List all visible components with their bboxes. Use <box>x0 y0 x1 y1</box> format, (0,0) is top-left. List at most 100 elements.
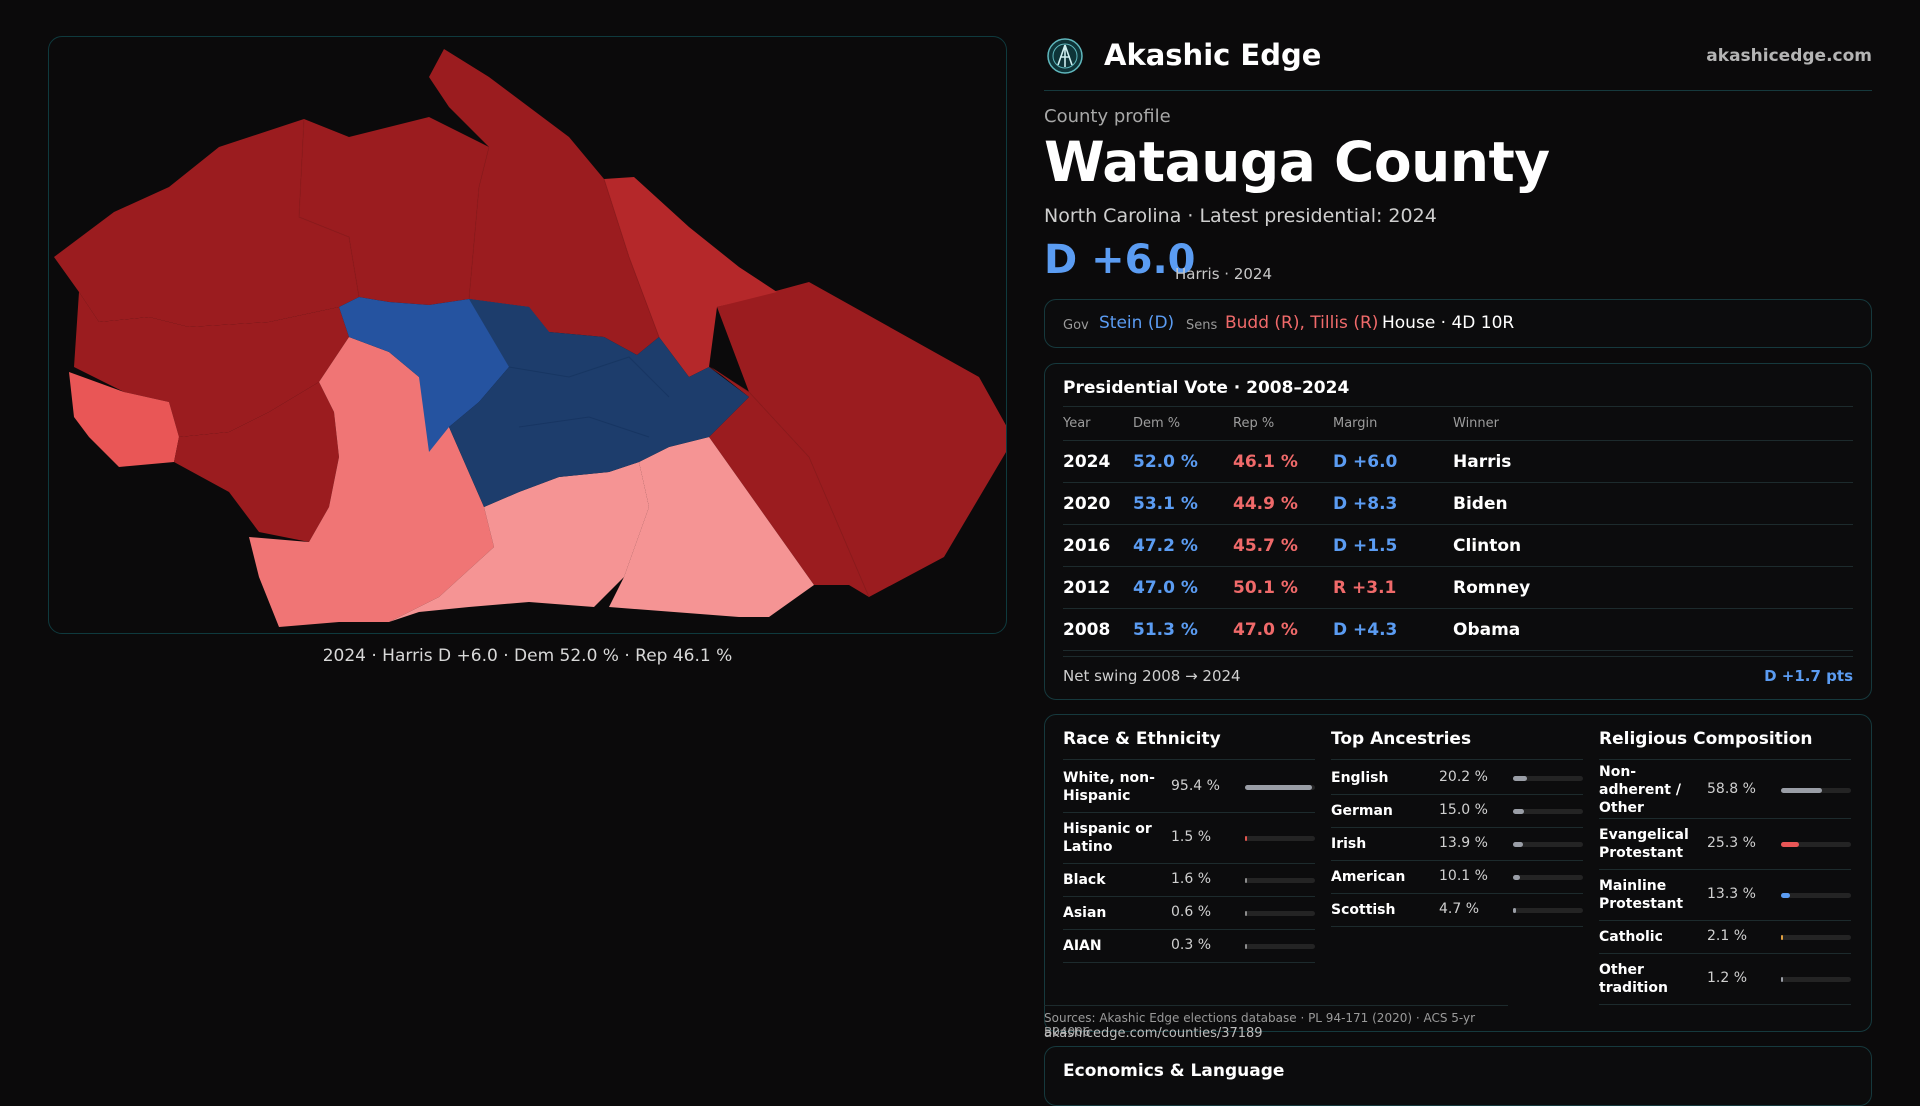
list-item-percent: 95.4 % <box>1171 778 1220 794</box>
list-item-percent: 0.3 % <box>1171 937 1212 953</box>
row-rep: 46.1 % <box>1233 440 1333 483</box>
list-item-bar-track <box>1245 785 1315 790</box>
list-item-bar-fill <box>1781 842 1799 847</box>
col-header-year: Year <box>1063 406 1133 441</box>
list-item: Irish 13.9 % <box>1331 828 1583 861</box>
sens-value: Budd (R), Tillis (R) <box>1225 313 1379 333</box>
demographics-card: Race & Ethnicity White, non-Hispanic 95.4… <box>1044 714 1872 1032</box>
economics-title: Economics & Language <box>1063 1061 1285 1081</box>
list-item-name: Catholic <box>1599 929 1663 945</box>
map-precinct[interactable] <box>74 292 349 437</box>
list-item: American 10.1 % <box>1331 861 1583 894</box>
map-precinct[interactable] <box>449 299 749 507</box>
list-item-percent: 1.5 % <box>1171 829 1212 845</box>
list-item-name: AIAN <box>1063 938 1102 954</box>
map-precinct[interactable] <box>174 382 339 542</box>
row-dem: 47.2 % <box>1133 524 1233 567</box>
table-row: 2008 51.3 % 47.0 % D +4.3 Obama <box>1063 608 1853 651</box>
list-item: Other tradition 1.2 % <box>1599 954 1851 1005</box>
row-margin: D +1.5 <box>1333 524 1453 567</box>
row-margin: D +4.3 <box>1333 608 1453 651</box>
list-item-bar-fill <box>1781 977 1783 982</box>
list-item-name: Mainline Protestant <box>1599 878 1684 912</box>
map-caption: 2024 · Harris D +6.0 · Dem 52.0 % · Rep … <box>322 646 733 666</box>
list-item-bar-fill <box>1245 785 1312 790</box>
map-precinct[interactable] <box>69 372 179 467</box>
map-precinct[interactable] <box>717 282 1007 597</box>
precinct-map-svg[interactable] <box>49 37 1007 634</box>
latest-margin-note: Harris · 2024 <box>1175 265 1273 283</box>
list-item-percent: 13.9 % <box>1439 835 1488 851</box>
list-item-name: White, non-Hispanic <box>1063 770 1155 804</box>
list-item-bar-track <box>1245 878 1315 883</box>
map-precinct[interactable] <box>54 119 359 327</box>
list-item-percent: 15.0 % <box>1439 802 1488 818</box>
list-item: Hispanic or Latino 1.5 % <box>1063 813 1315 864</box>
race-ethnicity-list: White, non-Hispanic 95.4 % Hispanic or Lat… <box>1063 762 1315 963</box>
col-header-dem: Dem % <box>1133 406 1233 441</box>
list-item-percent: 58.8 % <box>1707 781 1756 797</box>
sources-note: Sources: Akashic Edge elections database… <box>1044 1005 1508 1039</box>
list-item-name: Non-adherent / Other <box>1599 764 1681 816</box>
map-precinct[interactable] <box>709 367 869 597</box>
race-ethnicity-column: Race & Ethnicity White, non-Hispanic 95.4… <box>1063 729 1315 963</box>
county-title: Watauga County <box>1044 130 1550 194</box>
list-item-name: German <box>1331 803 1393 819</box>
col-header-rep: Rep % <box>1233 406 1333 441</box>
map-precinct[interactable] <box>604 177 777 377</box>
list-item-name: Asian <box>1063 905 1107 921</box>
list-item: Non-adherent / Other 58.8 % <box>1599 762 1851 819</box>
list-item: AIAN 0.3 % <box>1063 930 1315 963</box>
list-item-bar-fill <box>1245 944 1247 949</box>
row-year: 2012 <box>1063 566 1133 609</box>
akashic-logo-icon <box>1047 38 1083 74</box>
row-year: 2024 <box>1063 440 1133 483</box>
row-rep: 45.7 % <box>1233 524 1333 567</box>
list-item-bar-track <box>1781 893 1851 898</box>
row-year: 2020 <box>1063 482 1133 525</box>
list-item-bar-track <box>1513 875 1583 880</box>
list-item-percent: 10.1 % <box>1439 868 1488 884</box>
list-item-name: Evangelical Protestant <box>1599 827 1689 861</box>
list-item: Catholic 2.1 % <box>1599 921 1851 954</box>
sources-url-link[interactable]: akashicedge.com/counties/37189 <box>1044 1026 1263 1041</box>
list-item: Scottish 4.7 % <box>1331 894 1583 927</box>
list-item-bar-track <box>1245 944 1315 949</box>
row-winner: Clinton <box>1453 524 1853 567</box>
map-precinct[interactable] <box>609 437 814 617</box>
list-item-percent: 1.6 % <box>1171 871 1212 887</box>
row-winner: Biden <box>1453 482 1853 525</box>
col-header-margin: Margin <box>1333 406 1453 441</box>
ancestries-list: English 20.2 % German 15.0 % Irish 13.9 % Amer… <box>1331 762 1583 927</box>
religion-title: Religious Composition <box>1599 729 1813 749</box>
row-rep: 47.0 % <box>1233 608 1333 651</box>
list-item-bar-fill <box>1245 911 1247 916</box>
list-item-percent: 20.2 % <box>1439 769 1488 785</box>
list-item-percent: 0.6 % <box>1171 904 1212 920</box>
row-winner: Obama <box>1453 608 1853 651</box>
list-item-percent: 13.3 % <box>1707 886 1756 902</box>
precinct-map[interactable] <box>48 36 1007 634</box>
list-item-percent: 25.3 % <box>1707 835 1756 851</box>
race-ethnicity-title: Race & Ethnicity <box>1063 729 1221 749</box>
list-item-bar-track <box>1513 908 1583 913</box>
row-winner: Romney <box>1453 566 1853 609</box>
list-item-bar-track <box>1513 842 1583 847</box>
row-dem: 47.0 % <box>1133 566 1233 609</box>
list-item-bar-fill <box>1781 788 1823 793</box>
row-margin: D +8.3 <box>1333 482 1453 525</box>
map-precinct[interactable] <box>299 117 489 305</box>
list-item-name: Scottish <box>1331 902 1396 918</box>
list-item-bar-fill <box>1513 809 1524 814</box>
row-margin: D +6.0 <box>1333 440 1453 483</box>
map-precinct[interactable] <box>389 462 649 622</box>
list-item-bar-track <box>1513 809 1583 814</box>
brand-url-link[interactable]: akashicedge.com <box>1706 46 1872 66</box>
map-precinct[interactable] <box>429 49 659 355</box>
county-subtitle: North Carolina · Latest presidential: 20… <box>1044 205 1437 227</box>
presidential-vote-title: Presidential Vote · 2008–2024 <box>1063 378 1350 398</box>
list-item-name: American <box>1331 869 1406 885</box>
list-item-bar-fill <box>1513 776 1528 781</box>
list-item-bar-fill <box>1513 875 1521 880</box>
list-item-name: Hispanic or Latino <box>1063 821 1152 855</box>
